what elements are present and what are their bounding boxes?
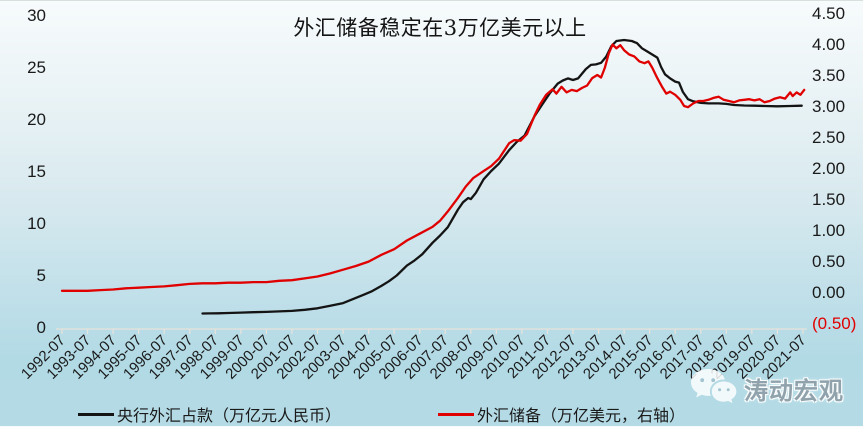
svg-text:30: 30 (27, 6, 46, 25)
chart-title: 外汇储备稳定在3万亿美元以上 (293, 16, 587, 40)
svg-text:0: 0 (37, 318, 46, 337)
svg-text:2.00: 2.00 (812, 159, 845, 178)
x-axis (56, 328, 807, 334)
red-series-line (60, 43, 806, 292)
legend-line-red (438, 412, 474, 416)
svg-text:0.50: 0.50 (812, 252, 845, 271)
svg-text:2.50: 2.50 (812, 128, 845, 147)
black-series-line (201, 38, 803, 315)
legend-label-fx-reserves: 外汇储备（万亿美元，右轴） (477, 406, 686, 425)
chart-legend: 央行外汇占款（万亿元人民币） 外汇储备（万亿美元，右轴） (0, 402, 863, 426)
svg-text:1.50: 1.50 (812, 190, 845, 209)
svg-text:4.50: 4.50 (812, 4, 845, 23)
legend-item-fx-reserves: 外汇储备（万亿美元，右轴） (438, 402, 685, 426)
svg-text:0.00: 0.00 (812, 283, 845, 302)
legend-line-black (78, 412, 114, 416)
legend-item-cb-fx-position: 央行外汇占款（万亿元人民币） (78, 402, 341, 426)
svg-text:4.00: 4.00 (812, 35, 845, 54)
svg-text:25: 25 (27, 58, 46, 77)
svg-text:3.00: 3.00 (812, 97, 845, 116)
right-axis-labels: 4.50 4.00 3.50 3.00 2.50 2.00 1.50 1.00 0.50 0.00… (812, 4, 856, 333)
svg-text:1.00: 1.00 (812, 221, 845, 240)
svg-text:3.50: 3.50 (812, 66, 845, 85)
svg-text:15: 15 (27, 162, 46, 181)
left-axis-labels: 0 5 10 15 20 25 30 (27, 6, 46, 337)
svg-text:5: 5 (37, 266, 46, 285)
svg-text:(0.50): (0.50) (812, 314, 856, 333)
svg-text:10: 10 (27, 214, 46, 233)
legend-label-cb-fx-position: 央行外汇占款（万亿元人民币） (117, 406, 342, 425)
x-axis-labels: 1992-071993-071994-071995-071996-071997-… (18, 332, 810, 383)
svg-text:20: 20 (27, 110, 46, 129)
